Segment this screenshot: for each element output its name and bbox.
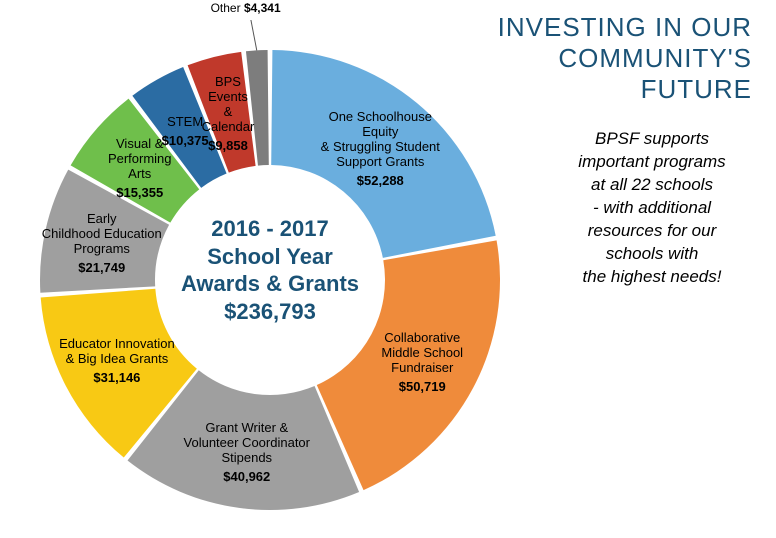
headline: INVESTING IN OUR COMMUNITY'S FUTURE — [498, 12, 752, 105]
slice-label-8: Other $4,341 — [171, 2, 321, 15]
donut-slice-1 — [317, 240, 500, 490]
donut-slice-0 — [271, 50, 495, 258]
sub-description: BPSF supportsimportant programsat all 22… — [552, 128, 752, 289]
donut-chart: 2016 - 2017School YearAwards & Grants$23… — [20, 20, 520, 520]
